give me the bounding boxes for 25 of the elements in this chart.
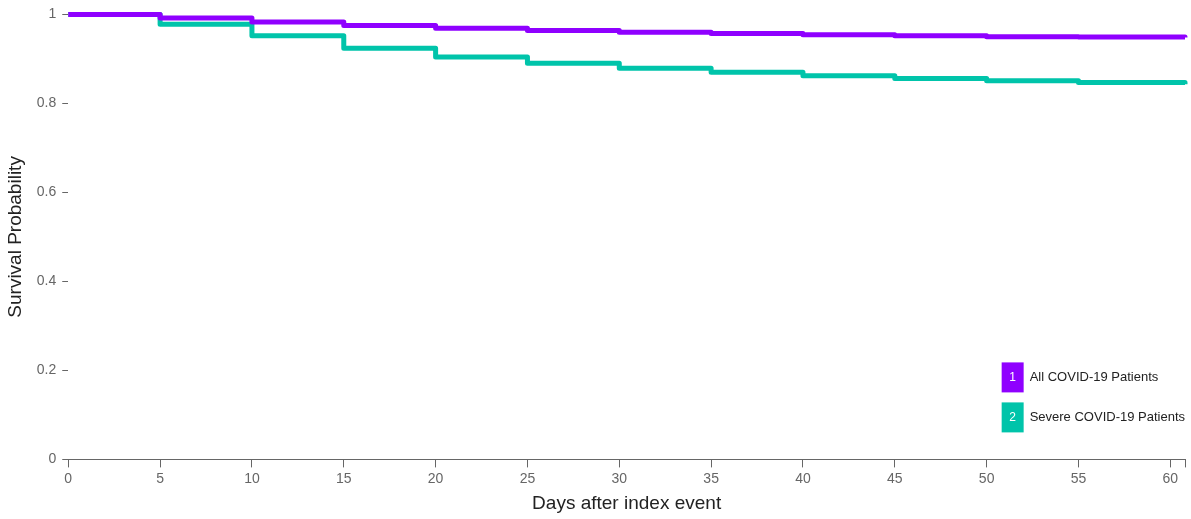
x-tick-label: 60 [1162,469,1179,486]
y-tick-label: 0.8 [36,94,57,111]
x-tick-label: 30 [611,469,628,486]
y-tick-label: 0.6 [36,183,57,200]
legend-label: Severe COVID-19 Patients [1029,408,1186,424]
x-tick-label: 50 [978,469,995,486]
x-tick-label: 25 [519,469,536,486]
y-tick-label: 0.2 [36,361,57,378]
x-tick-label: 0 [64,469,73,486]
x-axis-title: Days after index event [532,491,722,513]
x-tick-label: 15 [335,469,352,486]
x-tick-label: 35 [703,469,720,486]
y-tick-label: 0 [48,450,57,467]
y-tick-label: 0.4 [36,272,57,289]
x-tick-label: 20 [427,469,444,486]
x-tick-label: 55 [1070,469,1087,486]
y-axis-title: Survival Probability [3,155,25,318]
x-tick-label: 40 [795,469,811,486]
x-tick-label: 10 [244,469,260,486]
x-tick-label: 45 [887,469,903,486]
annotation: 2 [1009,409,1017,424]
annotation: 1 [1009,369,1017,384]
x-tick-label: 5 [156,469,165,486]
y-tick-label: 1 [48,5,57,22]
legend-label: All COVID-19 Patients [1029,368,1159,384]
